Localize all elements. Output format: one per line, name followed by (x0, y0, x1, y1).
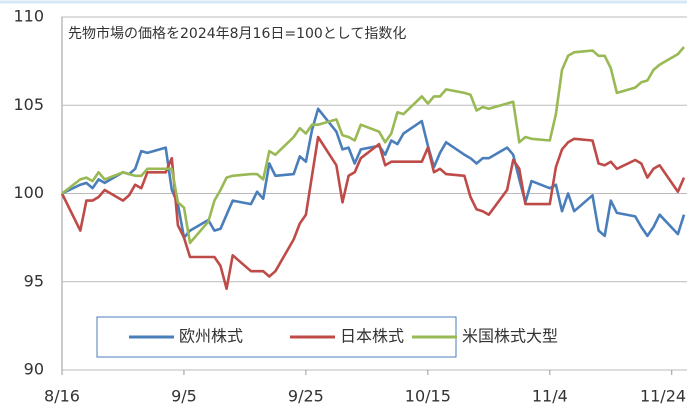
series-line (60, 135, 686, 291)
x-tick-label: 8/16 (44, 387, 80, 406)
x-tick-label: 11/4 (532, 387, 568, 406)
y-tick-label: 95 (24, 271, 44, 290)
x-tick-label: 10/15 (405, 387, 451, 406)
x-tick-label: 9/25 (288, 387, 324, 406)
chart-title: 先物市場の価格を2024年8月16日=100として指数化 (68, 25, 406, 42)
y-tick-label: 90 (24, 360, 44, 379)
x-tick-label: 9/5 (171, 387, 197, 406)
y-tick-label: 105 (13, 95, 44, 114)
legend-label: 米国株式大型 (462, 327, 558, 346)
y-tick-label: 100 (13, 183, 44, 202)
series-line (61, 46, 685, 245)
legend-label: 日本株式 (340, 327, 404, 346)
y-tick-label: 110 (13, 7, 44, 26)
legend-label: 欧州株式 (179, 327, 243, 346)
x-tick-label: 11/24 (640, 387, 686, 406)
